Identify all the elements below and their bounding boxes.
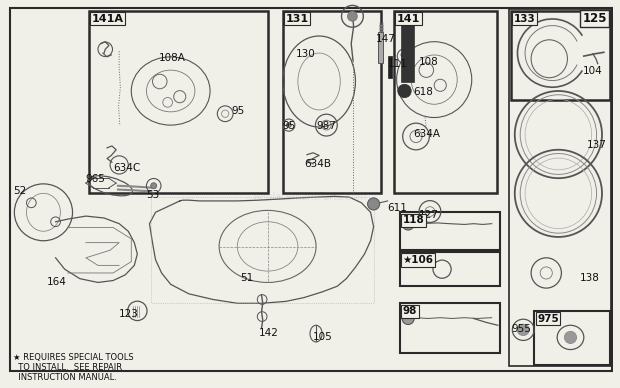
Text: 108: 108 bbox=[419, 57, 439, 67]
Bar bbox=[400, 212, 500, 250]
Text: 130: 130 bbox=[296, 49, 315, 59]
Text: 108A: 108A bbox=[159, 53, 185, 63]
Bar bbox=[394, 10, 497, 193]
Text: 131: 131 bbox=[286, 14, 309, 24]
Text: 127: 127 bbox=[419, 210, 439, 220]
Circle shape bbox=[151, 183, 157, 189]
Circle shape bbox=[348, 12, 357, 21]
Text: 147: 147 bbox=[376, 34, 396, 44]
Text: 141: 141 bbox=[397, 14, 420, 24]
Text: ReplacementParts.com: ReplacementParts.com bbox=[253, 192, 367, 202]
Bar bbox=[400, 303, 500, 353]
Ellipse shape bbox=[517, 324, 529, 336]
Bar bbox=[283, 10, 381, 193]
Text: 95: 95 bbox=[283, 121, 296, 131]
Circle shape bbox=[402, 312, 414, 324]
Text: 133: 133 bbox=[514, 14, 536, 24]
Text: 611: 611 bbox=[388, 203, 407, 213]
Text: 975: 975 bbox=[537, 314, 559, 324]
Text: 98: 98 bbox=[402, 306, 417, 316]
Text: 955: 955 bbox=[512, 324, 531, 334]
Text: 137: 137 bbox=[587, 140, 607, 150]
Text: ★ REQUIRES SPECIAL TOOLS
  TO INSTALL.  SEE REPAIR
  INSTRUCTION MANUAL.: ★ REQUIRES SPECIAL TOOLS TO INSTALL. SEE… bbox=[13, 353, 134, 383]
Bar bbox=[511, 10, 610, 100]
Text: 125: 125 bbox=[582, 12, 607, 25]
Text: 618: 618 bbox=[413, 87, 433, 97]
Bar bbox=[378, 32, 383, 62]
Circle shape bbox=[402, 218, 414, 230]
Circle shape bbox=[368, 198, 379, 210]
Text: 965: 965 bbox=[86, 174, 106, 184]
Text: 53: 53 bbox=[146, 190, 160, 199]
Text: 142: 142 bbox=[259, 328, 279, 338]
Bar bbox=[401, 10, 414, 81]
Text: 138: 138 bbox=[580, 273, 600, 283]
Circle shape bbox=[398, 84, 411, 98]
Text: 123: 123 bbox=[119, 309, 139, 319]
Text: 118: 118 bbox=[402, 215, 424, 225]
Bar bbox=[89, 10, 268, 193]
Bar bbox=[534, 311, 610, 365]
Text: 164: 164 bbox=[46, 277, 66, 287]
Text: 634A: 634A bbox=[413, 129, 440, 139]
Bar bbox=[508, 9, 611, 366]
Text: 987: 987 bbox=[316, 121, 336, 131]
Ellipse shape bbox=[564, 331, 577, 343]
Text: 111: 111 bbox=[388, 59, 407, 69]
Text: 141A: 141A bbox=[92, 14, 124, 24]
Text: 634C: 634C bbox=[113, 163, 140, 173]
Text: 105: 105 bbox=[313, 332, 333, 342]
Text: ★106: ★106 bbox=[402, 255, 433, 265]
Text: 634B: 634B bbox=[304, 159, 331, 169]
Text: 51: 51 bbox=[241, 273, 254, 283]
Text: 52: 52 bbox=[13, 186, 27, 196]
Text: 104: 104 bbox=[583, 66, 603, 76]
Bar bbox=[400, 252, 500, 286]
Circle shape bbox=[286, 123, 291, 128]
Text: 95: 95 bbox=[231, 106, 244, 116]
Bar bbox=[388, 56, 392, 78]
